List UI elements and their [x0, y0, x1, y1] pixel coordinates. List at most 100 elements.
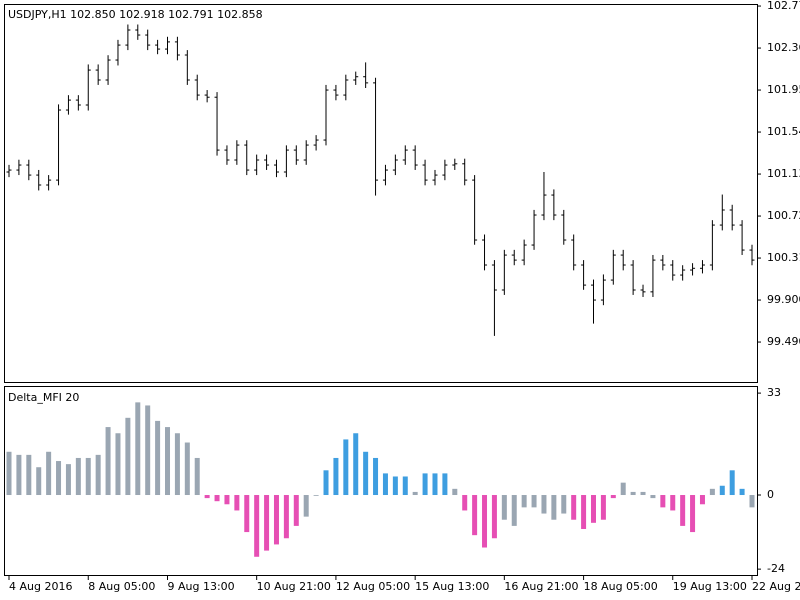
- bar: [739, 488, 745, 496]
- bar: [224, 495, 230, 505]
- x-tick-label: 22 Aug 2016: [752, 580, 800, 593]
- bar: [640, 491, 646, 496]
- price-panel: [4, 4, 758, 383]
- bar: [56, 461, 62, 496]
- bar: [670, 495, 676, 511]
- bar: [125, 417, 131, 496]
- bar: [145, 405, 151, 496]
- bar: [491, 495, 497, 539]
- bar: [412, 491, 418, 496]
- bar: [343, 439, 349, 496]
- bar: [95, 454, 101, 496]
- bar: [422, 473, 428, 496]
- x-tick-label: 15 Aug 13:00: [415, 580, 489, 593]
- bar: [105, 427, 111, 496]
- y-tick-label: 100.720: [767, 209, 800, 222]
- bar: [521, 495, 527, 508]
- bar: [581, 495, 587, 529]
- y-tick-label: 33: [767, 386, 781, 399]
- bar: [155, 420, 161, 496]
- bar: [283, 495, 289, 539]
- x-tick-label: 19 Aug 13:00: [673, 580, 747, 593]
- bar: [382, 473, 388, 496]
- bar: [264, 495, 270, 551]
- bar: [36, 467, 42, 496]
- bar: [353, 433, 359, 496]
- bar: [46, 451, 52, 496]
- x-tick-label: 8 Aug 05:00: [88, 580, 155, 593]
- y-tick-label: 99.900: [767, 293, 800, 306]
- bar: [729, 470, 735, 496]
- bar: [482, 495, 488, 548]
- bar: [600, 495, 606, 520]
- y-tick-label: 101.130: [767, 167, 800, 180]
- indicator-title: Delta_MFI 20: [8, 391, 79, 404]
- bar: [650, 495, 656, 499]
- bar: [75, 457, 81, 496]
- bar: [16, 454, 22, 496]
- bar: [165, 427, 171, 496]
- x-tick-label: 4 Aug 2016: [9, 580, 72, 593]
- bar: [719, 485, 725, 496]
- bar: [85, 457, 91, 496]
- bar: [511, 495, 517, 526]
- y-tick-label: 102.770: [767, 0, 800, 12]
- bar: [660, 495, 666, 508]
- bar: [333, 457, 339, 496]
- bar: [303, 495, 309, 517]
- bar: [541, 495, 547, 514]
- y-tick-label: -24: [767, 562, 785, 575]
- bar: [184, 442, 190, 496]
- y-tick-label: 99.490: [767, 335, 800, 348]
- bar: [452, 488, 458, 496]
- x-tick-label: 10 Aug 21:00: [257, 580, 331, 593]
- bar: [214, 495, 220, 502]
- bar: [462, 495, 468, 511]
- x-tick-label: 12 Aug 05:00: [336, 580, 410, 593]
- bar: [174, 433, 180, 496]
- bar: [432, 473, 438, 496]
- bar: [680, 495, 686, 526]
- bar: [472, 495, 478, 536]
- bar: [392, 476, 398, 496]
- bar: [620, 482, 626, 496]
- price-title: USDJPY,H1 102.850 102.918 102.791 102.85…: [8, 8, 263, 21]
- bar: [194, 457, 200, 496]
- bar: [690, 495, 696, 533]
- x-tick-label: 9 Aug 13:00: [168, 580, 235, 593]
- bar: [501, 495, 507, 520]
- bar: [234, 495, 240, 511]
- bar: [590, 495, 596, 523]
- bar: [749, 495, 755, 508]
- bar: [65, 464, 71, 496]
- bar: [373, 457, 379, 496]
- y-tick-label: 101.950: [767, 83, 800, 96]
- bar: [273, 495, 279, 545]
- bar: [293, 495, 299, 526]
- bar: [115, 433, 121, 496]
- y-tick-label: 101.540: [767, 125, 800, 138]
- bar: [6, 451, 12, 496]
- y-tick-label: 100.310: [767, 251, 800, 264]
- bar: [571, 495, 577, 520]
- bar: [26, 454, 32, 496]
- bar: [313, 495, 319, 496]
- bar: [254, 495, 260, 557]
- bar: [699, 495, 705, 505]
- bar: [531, 495, 537, 508]
- y-tick-label: 0: [767, 488, 774, 501]
- bar: [204, 495, 210, 499]
- bar: [610, 495, 616, 499]
- bar: [323, 470, 329, 496]
- bar: [442, 473, 448, 496]
- bar: [709, 488, 715, 496]
- x-tick-label: 18 Aug 05:00: [584, 580, 658, 593]
- bar: [363, 451, 369, 496]
- bar: [551, 495, 557, 520]
- bar: [244, 495, 250, 533]
- bar: [561, 495, 567, 514]
- y-tick-label: 102.360: [767, 41, 800, 54]
- x-tick-label: 16 Aug 21:00: [504, 580, 578, 593]
